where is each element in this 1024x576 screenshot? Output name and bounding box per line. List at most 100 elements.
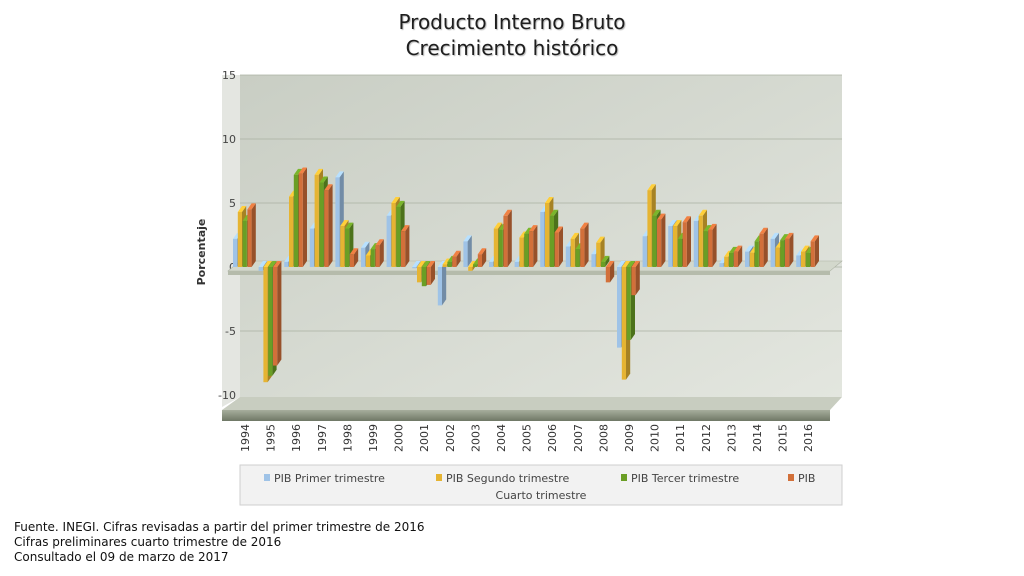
bar-top [298,167,307,174]
bar-2008-s3 [601,255,610,267]
bar-front [289,196,294,267]
bar-2009-s4 [631,261,640,296]
bar-front [729,252,734,267]
legend-swatch [621,474,627,481]
x-tick-label: 2000 [393,424,406,452]
x-tick-label: 1998 [341,424,354,452]
x-tick-label: 1996 [290,424,303,452]
x-tick-label: 2011 [674,424,687,452]
bar-front [719,263,724,267]
bar-top [391,197,400,203]
bar-side [482,248,487,267]
bar-side [251,203,256,267]
bar-2006-s4 [554,226,563,267]
chart-title-line-1: Producto Interno Bruto [398,10,626,34]
bar-front [621,267,626,380]
bar-front [345,228,350,267]
bar-front [242,220,247,267]
bar-front [258,267,263,271]
zero-plane-front [228,271,830,275]
bar-front [596,242,601,267]
bar-side [814,235,819,267]
bar-2008-s4 [605,261,615,283]
bar-front [468,267,473,271]
bar-front [519,237,524,267]
bar-top [361,241,370,248]
bar-front [652,215,657,267]
bar-top [247,203,256,210]
bar-top [785,232,794,239]
bar-front [754,241,759,267]
bar-front [237,211,242,267]
bar-front [375,245,380,267]
legend [239,464,843,506]
bar-side [442,261,447,306]
y-axis-label: Porcentaje [195,219,208,286]
bar-front [514,261,519,267]
bar-2016-s4 [810,235,819,267]
legend-label: PIB Primer trimestre [274,472,385,485]
bar-top [549,209,559,216]
bar-top [554,226,563,233]
bar-front [682,222,687,267]
bar-top [349,248,359,255]
legend-swatch [264,474,270,481]
bar-side [533,225,538,267]
bar-front [437,267,442,306]
x-tick-label: 2015 [777,424,790,452]
bar-2005-s4 [529,225,538,267]
bar-front [503,215,508,267]
x-axis-ticks: 1994 1995 1996 1997 1998 1999 2000 2001 2002 2003… [239,424,815,452]
bar-2010-s4 [657,213,666,267]
bar-front [647,190,652,267]
bar-front [549,215,554,267]
bar-top [426,261,435,267]
bar-front [796,255,801,267]
bar-top [412,261,421,267]
bar-front [421,267,426,287]
y-tick-label: 5 [229,197,236,210]
x-tick-label: 2013 [725,424,738,452]
bar-top [335,171,344,178]
bar-front [801,251,806,267]
bar-front [780,240,785,267]
bar-side [405,225,410,267]
bar-top [729,246,738,253]
bar-top [810,235,819,242]
bar-2013-s4 [733,245,743,267]
bar-front [314,174,319,267]
x-tick-label: 1997 [316,424,329,452]
bar-front [498,229,503,267]
y-tick-label: 15 [222,69,236,82]
bar-2003-s1 [463,235,472,267]
bar-top [647,184,656,191]
x-tick-label: 2010 [649,424,662,452]
bar-front [442,264,447,267]
bar-front [759,233,764,267]
bar-top [324,184,333,191]
x-tick-label: 2006 [546,424,559,452]
bar-1999-s4 [375,239,384,267]
bar-front [724,256,729,267]
bar-front [473,264,478,267]
x-tick-label: 2007 [572,424,585,452]
bar-front [489,261,494,267]
bar-1996-s4 [298,167,307,267]
bar-front [273,267,278,366]
bar-front [749,252,754,267]
x-tick-label: 1995 [265,424,278,452]
bar-side [738,245,743,267]
bar-front [396,206,401,267]
bar-side [712,223,717,267]
bar-top [801,245,810,252]
bar-top [493,222,503,229]
bar-front [540,211,545,267]
bar-top [682,216,691,223]
x-tick-label: 2014 [751,424,764,452]
consulted-date: Consultado el 09 de marzo de 2017 [14,550,229,564]
bar-front [631,267,636,296]
bar-2000-s4 [401,225,410,267]
bar-top [652,209,661,216]
bar-front [463,241,468,267]
